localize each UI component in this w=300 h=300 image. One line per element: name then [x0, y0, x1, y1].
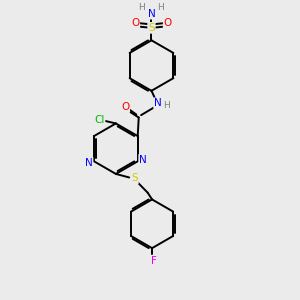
Text: N: N	[148, 9, 155, 19]
Text: O: O	[131, 18, 139, 28]
Text: N: N	[85, 158, 92, 168]
Text: F: F	[151, 256, 157, 266]
Text: H: H	[164, 101, 170, 110]
Text: Cl: Cl	[94, 116, 104, 125]
Text: N: N	[139, 155, 147, 165]
Text: H: H	[158, 3, 164, 12]
Text: N: N	[154, 98, 162, 108]
Text: O: O	[121, 102, 129, 112]
Text: O: O	[164, 18, 172, 28]
Text: H: H	[139, 3, 145, 12]
Text: S: S	[148, 23, 155, 33]
Text: S: S	[131, 173, 138, 183]
